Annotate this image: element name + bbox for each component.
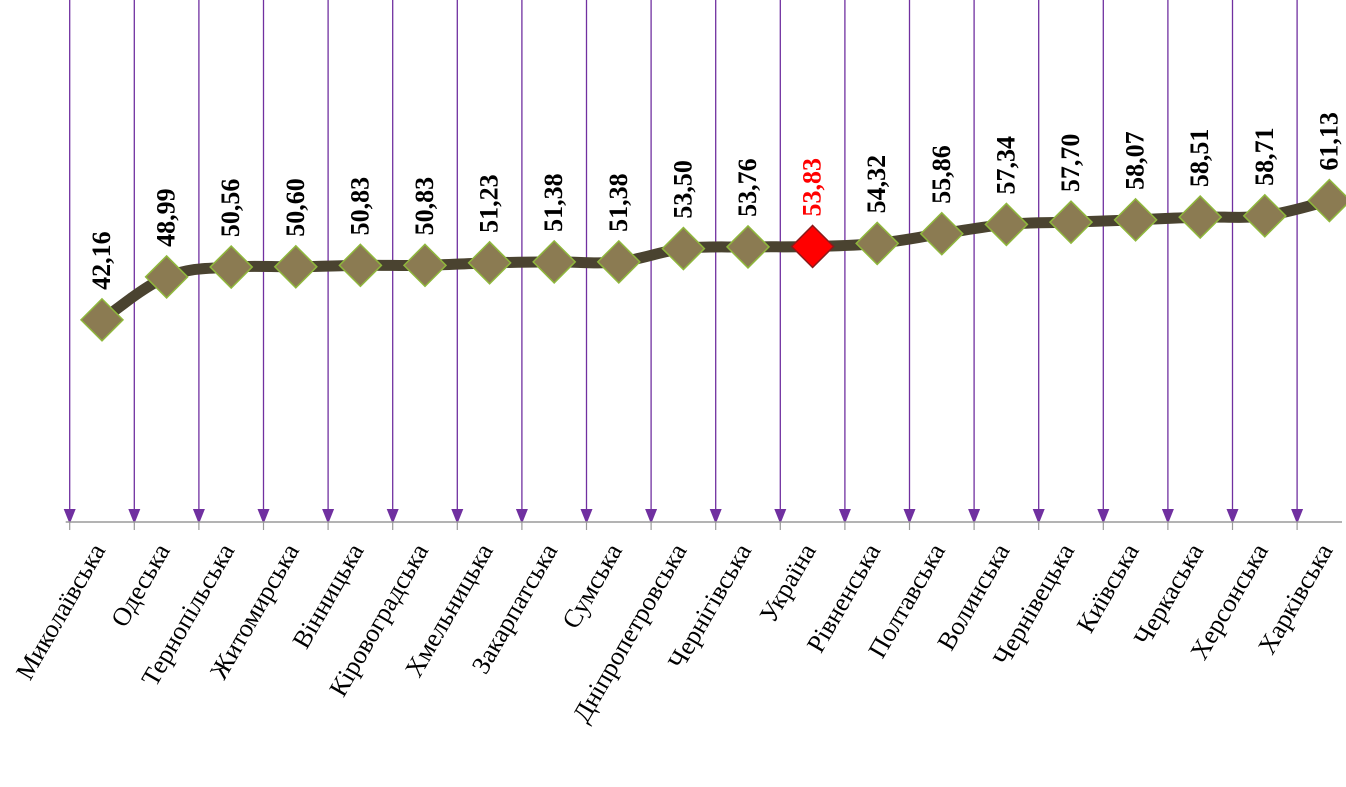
drop-arrow <box>128 509 141 524</box>
drop-arrow <box>63 509 76 524</box>
marker-13 <box>855 221 900 266</box>
marker-20 <box>1307 178 1346 223</box>
drop-arrow <box>709 509 722 524</box>
category-label-2: Одеська <box>105 538 176 632</box>
category-label-1: Миколаївська <box>10 538 111 685</box>
value-label-4: 50,60 <box>281 178 310 237</box>
marker-14 <box>919 211 964 256</box>
drop-arrow <box>1226 509 1239 524</box>
marker-8 <box>532 239 577 284</box>
marker-6 <box>402 243 448 288</box>
marker-7 <box>467 240 512 285</box>
value-label-19: 58,71 <box>1250 127 1279 186</box>
drop-arrow <box>1032 509 1045 524</box>
data-markers <box>79 178 1346 342</box>
drop-arrow <box>774 509 787 524</box>
drop-arrow <box>903 509 916 524</box>
marker-19 <box>1242 193 1287 238</box>
marker-3 <box>209 244 254 290</box>
drop-arrow <box>451 509 464 524</box>
value-label-1: 42,16 <box>87 231 116 290</box>
drop-arrow <box>386 509 399 524</box>
value-label-11: 53,76 <box>733 158 762 217</box>
category-label-12: Україна <box>754 538 822 627</box>
category-label-9: Сумська <box>556 538 628 633</box>
drop-arrow <box>645 509 658 524</box>
value-label-12: 53,83 <box>798 158 827 217</box>
marker-11 <box>725 224 771 269</box>
marker-17 <box>1113 197 1158 242</box>
value-label-18: 58,51 <box>1185 129 1214 188</box>
drop-arrow <box>1097 509 1110 524</box>
value-label-3: 50,56 <box>216 179 245 238</box>
marker-16 <box>1048 200 1094 245</box>
marker-5 <box>338 243 383 288</box>
value-label-6: 50,83 <box>410 177 439 236</box>
value-label-10: 53,50 <box>668 160 697 219</box>
value-label-14: 55,86 <box>927 145 956 204</box>
marker-9 <box>596 239 641 284</box>
x-axis-ticks <box>69 522 1298 530</box>
drop-arrow <box>192 509 205 524</box>
drop-arrow <box>1161 509 1174 524</box>
marker-1 <box>79 297 125 342</box>
drop-lines <box>63 0 1304 524</box>
drop-arrow <box>322 509 335 524</box>
value-label-5: 50,83 <box>345 177 374 236</box>
drop-arrow <box>580 509 593 524</box>
value-label-8: 51,38 <box>539 173 568 232</box>
marker-12 <box>790 224 835 269</box>
marker-2 <box>144 254 189 299</box>
value-label-2: 48,99 <box>152 188 181 247</box>
value-label-7: 51,23 <box>475 174 504 232</box>
value-label-16: 57,70 <box>1056 134 1085 193</box>
category-labels: МиколаївськаОдеськаТернопільськаЖитомирс… <box>10 538 1339 727</box>
drop-arrow <box>257 509 270 524</box>
data-labels: 42,16 48,99 50,56 50,60 50,83 50,83 51,23 51,38… <box>87 112 1343 290</box>
drop-arrow <box>515 509 528 524</box>
value-label-15: 57,34 <box>991 136 1020 195</box>
marker-10 <box>661 226 706 271</box>
category-label-17: Київська <box>1071 538 1145 638</box>
drop-arrow <box>1291 509 1304 524</box>
drop-arrow <box>968 509 981 524</box>
marker-18 <box>1178 195 1223 240</box>
marker-15 <box>984 202 1029 247</box>
drop-arrow <box>838 509 851 524</box>
value-label-9: 51,38 <box>604 173 633 232</box>
value-label-20: 61,13 <box>1314 112 1343 171</box>
marker-4 <box>273 244 318 289</box>
value-label-13: 54,32 <box>862 155 891 214</box>
value-label-17: 58,07 <box>1121 131 1150 190</box>
